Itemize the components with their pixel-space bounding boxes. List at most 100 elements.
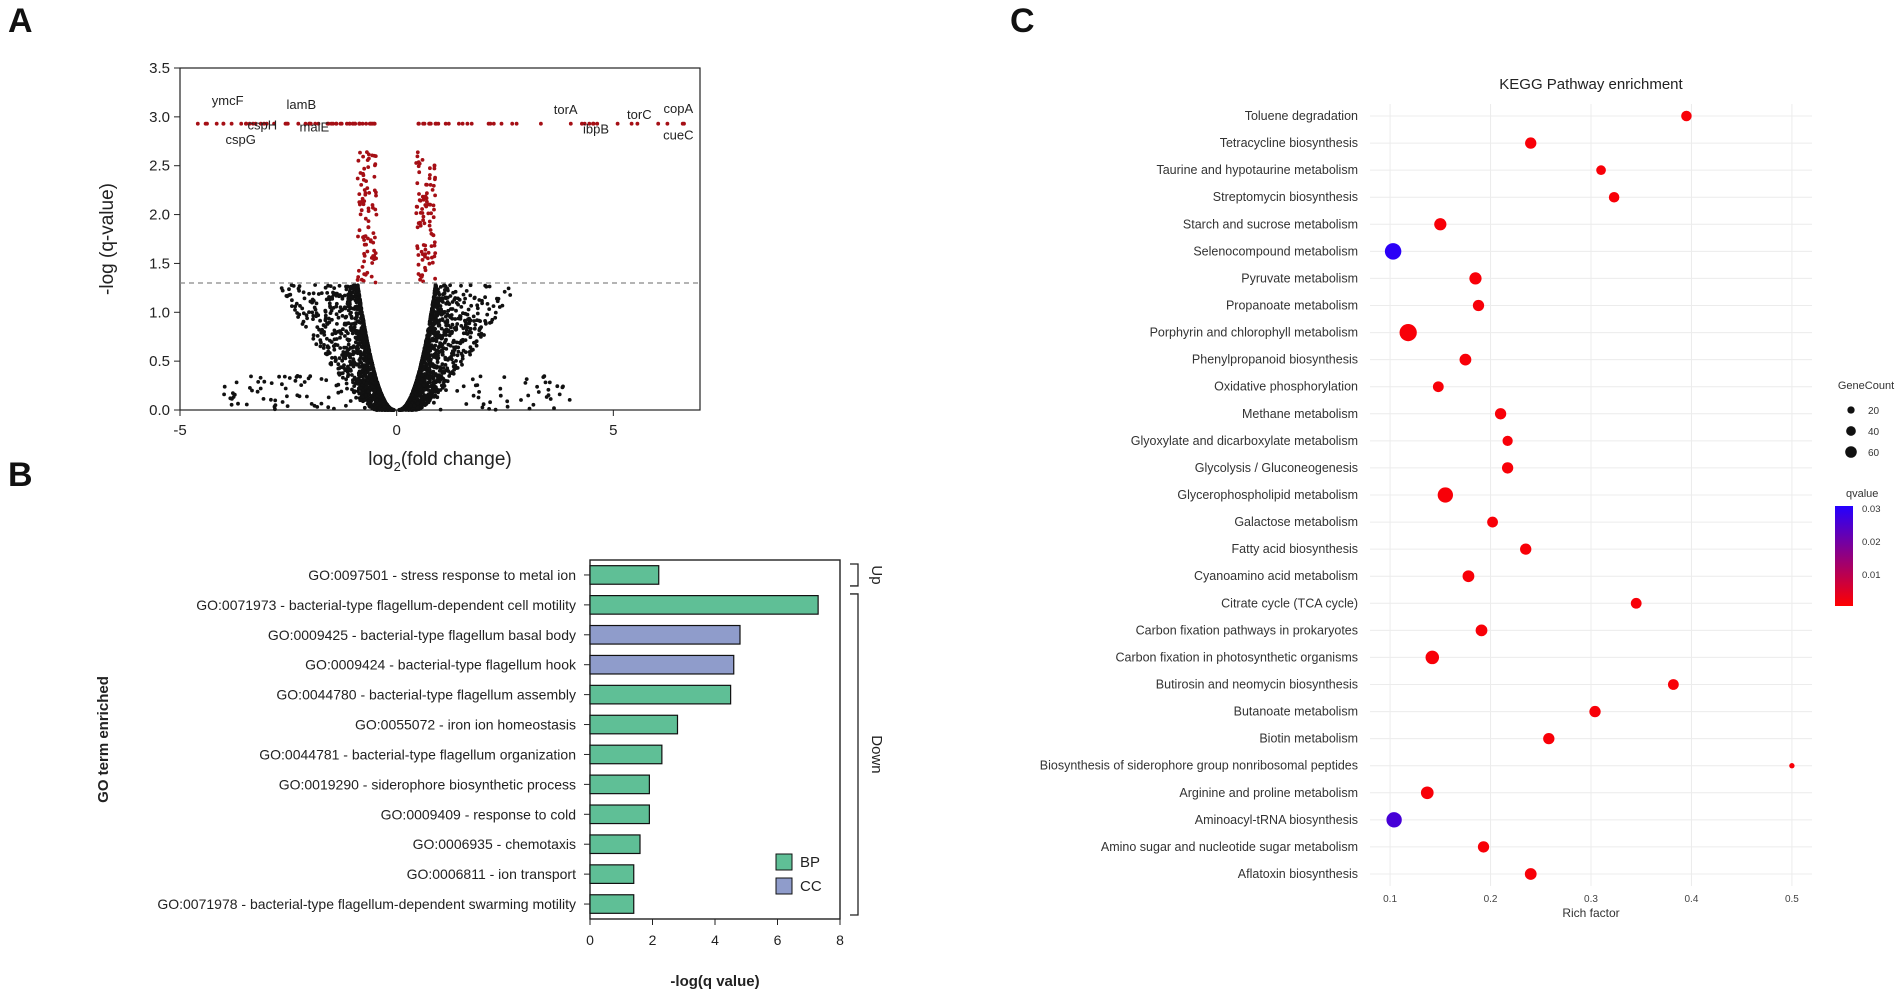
gene-point — [433, 332, 437, 337]
gene-point — [362, 398, 367, 402]
gene-point — [475, 303, 480, 308]
gene-point — [437, 349, 442, 354]
gene-point — [310, 310, 315, 315]
gene-point — [428, 375, 433, 380]
gene-point — [302, 380, 307, 384]
gene-point — [351, 361, 356, 365]
pathway-label: Propanoate metabolism — [1226, 299, 1358, 313]
gene-point — [327, 316, 331, 321]
significant-point — [372, 188, 377, 193]
gene-point — [355, 350, 360, 355]
go-bar-chart: GO:0097501 - stress response to metal io… — [95, 559, 885, 990]
gene-point — [310, 297, 315, 302]
gene-point — [304, 324, 308, 329]
gene-point — [362, 327, 367, 332]
gene-point — [443, 363, 448, 367]
significant-point — [429, 231, 434, 236]
gene-point — [430, 302, 435, 306]
gene-point — [483, 283, 488, 288]
gene-point — [424, 338, 429, 343]
significant-point — [436, 121, 441, 126]
gene-point — [410, 393, 415, 397]
gene-point — [409, 403, 413, 408]
significant-point — [368, 238, 373, 243]
significant-point — [465, 121, 470, 126]
gene-point — [441, 292, 445, 297]
significant-point — [429, 211, 433, 216]
gene-point — [354, 300, 359, 305]
pathway-label: Starch and sucrose metabolism — [1183, 217, 1358, 231]
gene-point — [468, 345, 473, 350]
significant-point — [488, 121, 493, 126]
gene-point — [358, 302, 363, 307]
x-axis-title: Rich factor — [1562, 906, 1619, 920]
gene-point — [258, 386, 263, 391]
significant-point — [414, 204, 419, 209]
bar-bp — [589, 714, 679, 735]
bar-bp — [589, 774, 650, 795]
gene-point — [440, 311, 445, 316]
significant-point — [587, 121, 592, 126]
gene-point — [230, 397, 234, 401]
significant-point — [339, 121, 344, 126]
gene-point — [301, 290, 306, 295]
gene-point — [364, 347, 369, 352]
gene-point — [273, 398, 278, 403]
significant-point — [428, 173, 432, 177]
gene-point — [346, 293, 351, 298]
gene-point — [401, 406, 406, 411]
gene-point — [437, 379, 442, 384]
gene-point — [519, 398, 523, 402]
gene-point — [477, 298, 482, 302]
significant-point — [426, 211, 431, 216]
pathway-point — [1494, 408, 1507, 420]
significant-point — [262, 121, 266, 126]
gene-point — [342, 293, 347, 298]
gene-point — [469, 348, 474, 353]
gene-point — [348, 355, 353, 360]
bracket-label: Down — [868, 735, 885, 773]
gene-point — [344, 287, 349, 292]
x-axis-title: -log(q value) — [670, 973, 759, 990]
significant-point — [284, 121, 289, 126]
gene-point — [432, 298, 436, 303]
significant-point — [366, 236, 370, 241]
significant-point — [364, 179, 368, 184]
gene-point — [319, 291, 324, 295]
gene-point — [430, 307, 434, 312]
gene-point — [261, 397, 266, 401]
significant-point — [365, 186, 370, 191]
significant-point — [415, 244, 420, 249]
gene-point — [336, 315, 341, 320]
color-legend-label: 0.03 — [1862, 504, 1881, 515]
significant-point — [372, 174, 377, 179]
significant-point — [362, 242, 367, 247]
significant-point — [366, 225, 371, 230]
y-tick-label: 3.5 — [149, 60, 170, 77]
gene-label: copA — [664, 101, 694, 116]
gene-point — [432, 294, 437, 299]
color-legend-label: 0.02 — [1862, 537, 1881, 548]
gene-point — [293, 304, 298, 309]
gene-point — [287, 293, 291, 297]
significant-point — [359, 199, 364, 204]
gene-point — [429, 338, 434, 342]
significant-point — [423, 265, 427, 270]
gene-point — [548, 397, 553, 401]
gene-point — [324, 378, 329, 383]
gene-point — [488, 321, 492, 325]
gene-point — [461, 311, 465, 316]
gene-point — [433, 287, 438, 292]
gene-point — [323, 325, 328, 329]
gene-point — [381, 402, 386, 406]
gene-point — [310, 300, 314, 305]
significant-point — [195, 121, 200, 126]
gene-point — [305, 316, 309, 321]
gene-point — [460, 356, 465, 361]
gene-point — [351, 378, 355, 383]
x-tick-label: 8 — [836, 932, 844, 948]
gene-point — [311, 336, 316, 341]
significant-point — [415, 150, 420, 155]
gene-point — [475, 311, 480, 316]
gene-point — [552, 406, 556, 411]
